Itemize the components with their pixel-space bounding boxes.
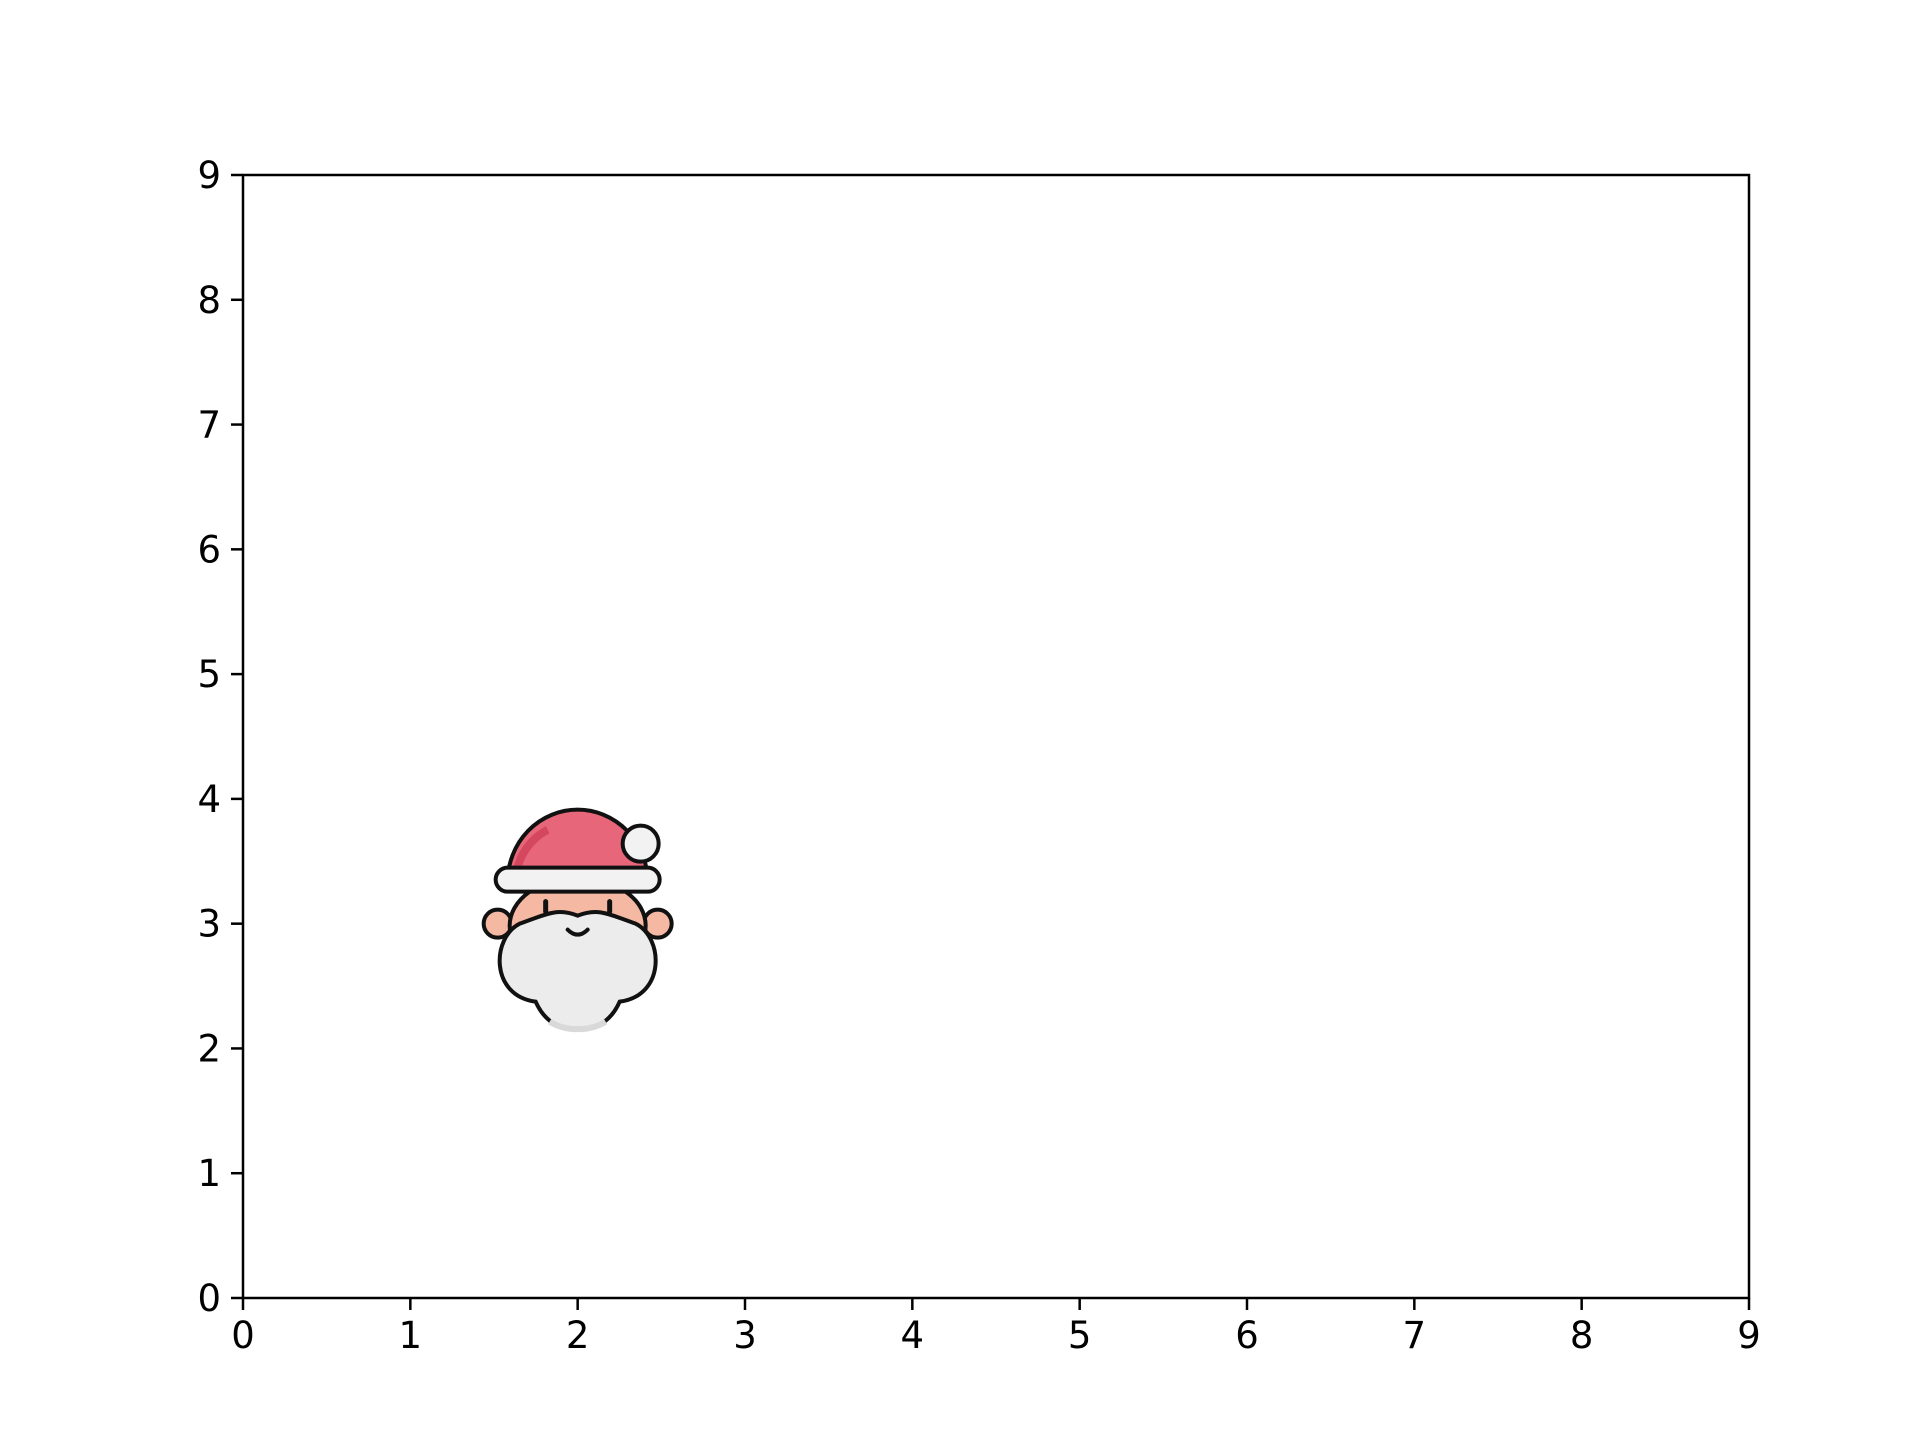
santa-beard <box>497 910 658 1032</box>
x-tick-label: 0 <box>231 1314 255 1357</box>
y-axis: 0 1 2 3 4 5 6 7 8 9 <box>197 154 243 1320</box>
y-tick-label: 8 <box>197 279 221 322</box>
y-tick-label: 0 <box>197 1277 221 1320</box>
x-tick-label: 3 <box>733 1314 757 1357</box>
y-tick-label: 5 <box>197 653 221 696</box>
x-tick-label: 1 <box>399 1314 423 1357</box>
y-tick-label: 6 <box>197 528 221 571</box>
santa-hat-band <box>493 865 662 894</box>
markers-layer <box>481 807 674 1033</box>
x-tick-label: 5 <box>1068 1314 1092 1357</box>
santa-claus-icon <box>481 807 674 1033</box>
x-tick-label: 4 <box>901 1314 925 1357</box>
x-tick-label: 2 <box>566 1314 590 1357</box>
x-tick-label: 9 <box>1737 1314 1761 1357</box>
y-tick-label: 9 <box>197 154 221 197</box>
y-tick-label: 2 <box>197 1027 221 1070</box>
santa-pompom <box>620 823 661 864</box>
plot-frame <box>241 173 1751 1300</box>
x-tick-label: 7 <box>1403 1314 1427 1357</box>
y-tick-label: 3 <box>197 903 221 946</box>
x-axis: 0 1 2 3 4 5 6 7 8 9 <box>231 1298 1761 1357</box>
x-tick-label: 6 <box>1235 1314 1259 1357</box>
santa-beard-shade <box>548 1019 608 1033</box>
x-tick-label: 8 <box>1570 1314 1594 1357</box>
y-tick-label: 7 <box>197 404 221 447</box>
plot-area-background <box>243 175 1749 1298</box>
y-tick-label: 1 <box>197 1152 221 1195</box>
santa-mouth <box>565 927 590 937</box>
y-tick-label: 4 <box>197 778 221 821</box>
